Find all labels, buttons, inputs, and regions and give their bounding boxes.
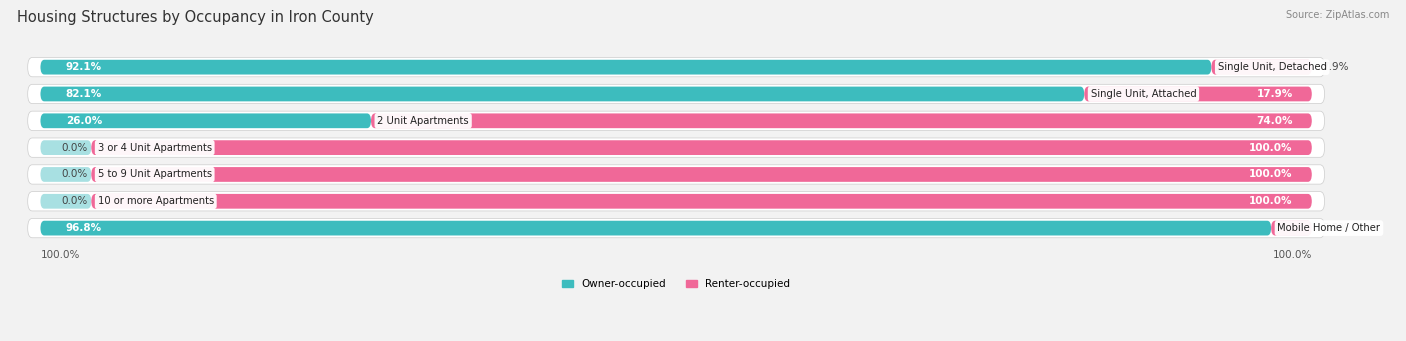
Text: 2 Unit Apartments: 2 Unit Apartments [377,116,470,126]
FancyBboxPatch shape [41,167,91,182]
Legend: Owner-occupied, Renter-occupied: Owner-occupied, Renter-occupied [562,279,790,289]
FancyBboxPatch shape [28,192,1324,211]
Text: Housing Structures by Occupancy in Iron County: Housing Structures by Occupancy in Iron … [17,10,374,25]
FancyBboxPatch shape [28,219,1324,238]
Text: 100.0%: 100.0% [1272,250,1312,260]
FancyBboxPatch shape [28,84,1324,104]
FancyBboxPatch shape [28,165,1324,184]
Text: 3.2%: 3.2% [1322,223,1348,233]
FancyBboxPatch shape [28,138,1324,157]
FancyBboxPatch shape [41,140,91,155]
FancyBboxPatch shape [41,87,1084,101]
Text: Single Unit, Attached: Single Unit, Attached [1091,89,1197,99]
Text: 100.0%: 100.0% [41,250,80,260]
Text: 0.0%: 0.0% [62,196,87,206]
Text: 100.0%: 100.0% [1250,169,1292,179]
Text: 82.1%: 82.1% [66,89,103,99]
Text: Mobile Home / Other: Mobile Home / Other [1278,223,1381,233]
Text: 92.1%: 92.1% [66,62,103,72]
Text: 100.0%: 100.0% [1250,143,1292,153]
FancyBboxPatch shape [91,194,1312,209]
Text: 0.0%: 0.0% [62,169,87,179]
Text: 26.0%: 26.0% [66,116,103,126]
Text: 5 to 9 Unit Apartments: 5 to 9 Unit Apartments [97,169,212,179]
Text: 0.0%: 0.0% [62,143,87,153]
FancyBboxPatch shape [1212,60,1312,75]
FancyBboxPatch shape [28,111,1324,131]
Text: 3 or 4 Unit Apartments: 3 or 4 Unit Apartments [97,143,212,153]
FancyBboxPatch shape [1271,221,1312,236]
FancyBboxPatch shape [41,60,1212,75]
FancyBboxPatch shape [1084,87,1312,101]
FancyBboxPatch shape [371,114,1312,128]
Text: 96.8%: 96.8% [66,223,103,233]
Text: Source: ZipAtlas.com: Source: ZipAtlas.com [1285,10,1389,20]
FancyBboxPatch shape [91,140,1312,155]
FancyBboxPatch shape [28,58,1324,77]
Text: 100.0%: 100.0% [1250,196,1292,206]
Text: 10 or more Apartments: 10 or more Apartments [97,196,214,206]
FancyBboxPatch shape [41,114,371,128]
Text: 74.0%: 74.0% [1256,116,1292,126]
Text: 17.9%: 17.9% [1257,89,1292,99]
Text: 7.9%: 7.9% [1322,62,1348,72]
FancyBboxPatch shape [91,167,1312,182]
FancyBboxPatch shape [41,221,1271,236]
Text: Single Unit, Detached: Single Unit, Detached [1218,62,1327,72]
FancyBboxPatch shape [41,194,91,209]
